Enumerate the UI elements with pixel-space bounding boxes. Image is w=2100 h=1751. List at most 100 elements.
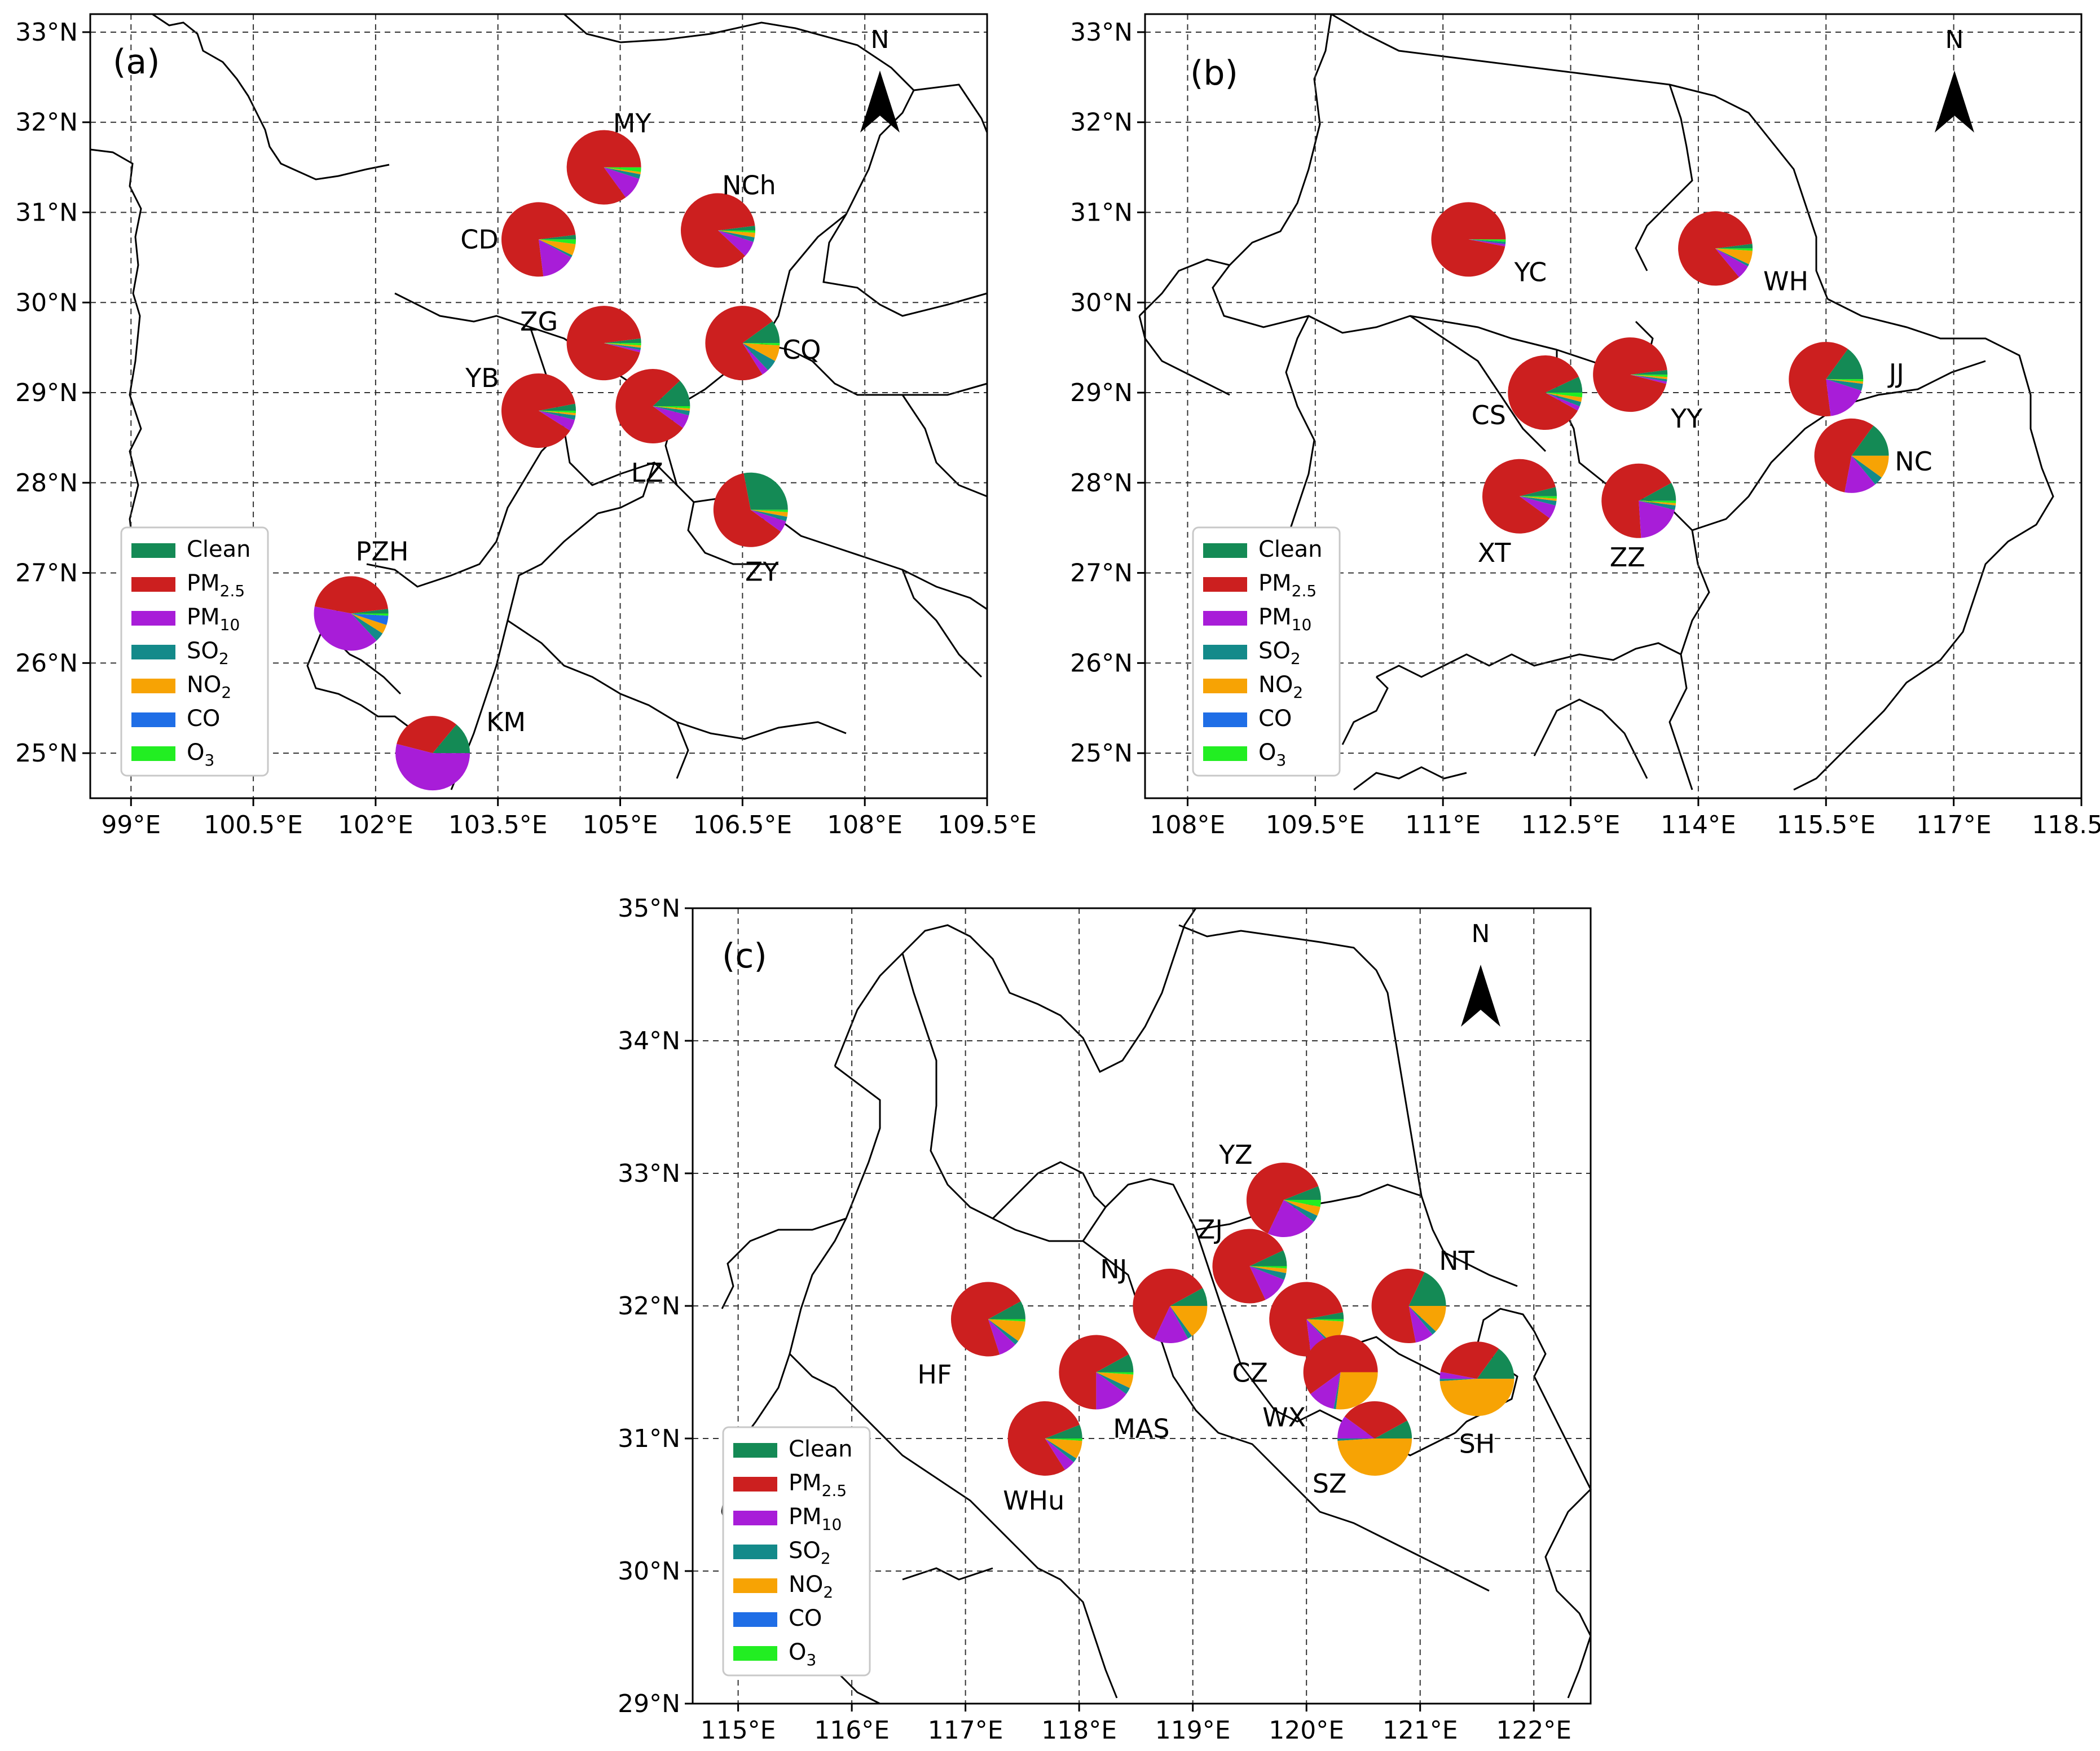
city-pie-hf: HF xyxy=(917,1282,1025,1390)
legend-label-main: PM xyxy=(187,604,220,630)
y-tick-label: 34°N xyxy=(618,1027,680,1055)
legend-label: PM10 xyxy=(789,1504,842,1534)
city-label: KM xyxy=(486,707,526,737)
x-tick-label: 100.5°E xyxy=(204,811,303,839)
x-tick-label: 115°E xyxy=(701,1716,776,1745)
pie-slice-no2 xyxy=(742,343,780,361)
pie-slice-o3 xyxy=(1249,1266,1287,1269)
pie-slice-no2 xyxy=(1520,496,1557,501)
legend-label: SO2 xyxy=(789,1538,831,1568)
pie-slice-clean xyxy=(539,235,576,240)
legend-label: PM10 xyxy=(1258,604,1311,634)
pie-slice-so2 xyxy=(718,230,755,242)
y-tick-label: 29°N xyxy=(1070,379,1133,407)
pie-slice-so2 xyxy=(1249,1266,1287,1280)
legend-swatch xyxy=(131,577,175,592)
pie-slice-pm10 xyxy=(1439,1371,1477,1379)
y-tick-label: 25°N xyxy=(1070,739,1133,768)
pie-slice-clean xyxy=(1096,1354,1134,1372)
y-tick-label: 35°N xyxy=(618,894,680,923)
y-tick-label: 27°N xyxy=(15,559,78,588)
city-pie-sh: SH xyxy=(1439,1341,1515,1459)
legend-swatch xyxy=(131,543,175,558)
legend-label: SO2 xyxy=(187,638,229,668)
city-label: YB xyxy=(465,363,499,393)
pie-slice-pm25 xyxy=(1789,342,1848,417)
pie-slice-pm25 xyxy=(615,369,683,444)
pie-slice-pm25 xyxy=(566,130,641,205)
pie-slice-clean xyxy=(1715,244,1753,249)
legend-label: CO xyxy=(789,1605,822,1631)
x-tick-label: 119°E xyxy=(1155,1716,1231,1745)
y-tick-label: 26°N xyxy=(1070,649,1133,677)
panel-a: 99°E 100.5°E 102°E 103.5°E 105°E 106.5°E 108°E… xyxy=(15,13,1037,839)
city-pie-km: KM xyxy=(395,707,526,791)
panel-b-pies: YC WH CS YY JJ NC XT ZZ xyxy=(1431,202,1932,573)
city-label: PZH xyxy=(356,536,409,566)
x-tick-label: 103.5°E xyxy=(448,811,548,839)
legend-swatch xyxy=(1203,543,1247,558)
pie-slice-clean xyxy=(743,472,788,510)
pie-slice-o3 xyxy=(1520,496,1557,499)
pie-slice-pm25 xyxy=(1133,1269,1203,1340)
city-pie-sz: SZ xyxy=(1313,1401,1412,1499)
y-tick-label: 30°N xyxy=(618,1557,680,1586)
pie-slice-clean xyxy=(604,338,641,344)
city-label: CQ xyxy=(782,335,821,365)
pie-slice-no2 xyxy=(539,410,576,416)
pie-slice-pm10 xyxy=(1844,455,1876,493)
legend-label: SO2 xyxy=(1258,638,1301,668)
pie-slice-clean xyxy=(1283,1186,1321,1200)
panel-b-yticks: 25°N 26°N 27°N 28°N 29°N 30°N 31°N 32°N 33°N xyxy=(1070,18,1145,768)
panel-b-label: (b) xyxy=(1190,54,1238,93)
pie-slice-o3 xyxy=(604,167,641,172)
city-label: NC xyxy=(1895,446,1932,477)
pie-slice-pm25 xyxy=(1371,1269,1425,1343)
legend-label: Clean xyxy=(789,1436,853,1462)
panel-c-north-label: N xyxy=(1472,920,1490,948)
city-pie-whu: WHu xyxy=(1003,1401,1082,1516)
panel-a-pies: MY NCh CD ZG CQ YB LZ ZY PZH KM xyxy=(314,108,821,791)
pie-slice-pm10 xyxy=(1267,1200,1314,1237)
city-pie-zg: ZG xyxy=(520,306,641,381)
pie-slice-pm10 xyxy=(718,230,754,256)
pie-slice-pm10 xyxy=(988,1319,1016,1355)
pie-slice-no2 xyxy=(1545,393,1582,402)
city-pie-yc: YC xyxy=(1431,202,1547,287)
panel-a-north-label: N xyxy=(871,25,890,54)
legend-swatch xyxy=(131,746,175,761)
legend-label-main: CO xyxy=(789,1605,822,1631)
x-tick-label: 114°E xyxy=(1661,811,1736,839)
north-arrow-icon xyxy=(860,71,900,133)
legend-label: NO2 xyxy=(1258,672,1303,702)
panel-c-xticks: 115°E 116°E 117°E 118°E 119°E 120°E 121°E 122°E xyxy=(701,1704,1571,1745)
panel-b: 108°E 109.5°E 111°E 112.5°E 114°E 115.5°E 117°… xyxy=(1070,13,2100,839)
legend-label-sub: 2.5 xyxy=(822,1481,847,1500)
pie-slice-o3 xyxy=(351,613,389,616)
city-pie-wx: WX xyxy=(1262,1335,1378,1433)
panel-a-frame xyxy=(89,13,988,799)
legend-swatch xyxy=(1203,611,1247,626)
pie-slice-clean xyxy=(653,380,690,406)
y-tick-label: 33°N xyxy=(1070,18,1133,47)
panel-c: 115°E 116°E 117°E 118°E 119°E 120°E 121°E 122°E… xyxy=(618,894,1592,1745)
legend-label: PM10 xyxy=(187,604,240,634)
legend-label: NO2 xyxy=(789,1572,833,1602)
pie-slice-pm10 xyxy=(539,239,571,276)
panel-a-north-arrow: N xyxy=(860,25,900,133)
city-label: SH xyxy=(1459,1428,1495,1459)
pie-slice-clean xyxy=(1045,1424,1082,1438)
city-pie-lz: LZ xyxy=(615,369,690,488)
pie-slice-pm25 xyxy=(950,1282,1021,1357)
pie-slice-clean xyxy=(351,609,389,614)
x-tick-label: 115.5°E xyxy=(1776,811,1876,839)
legend-swatch xyxy=(1203,645,1247,659)
legend-label-main: PM xyxy=(789,1504,822,1530)
pie-slice-so2 xyxy=(1545,393,1582,407)
legend-label-sub: 10 xyxy=(822,1515,842,1534)
y-tick-label: 29°N xyxy=(15,379,78,407)
pie-slice-pm10 xyxy=(1154,1306,1188,1343)
pie-slice-pm25 xyxy=(1431,202,1506,277)
y-tick-label: 31°N xyxy=(15,198,78,227)
